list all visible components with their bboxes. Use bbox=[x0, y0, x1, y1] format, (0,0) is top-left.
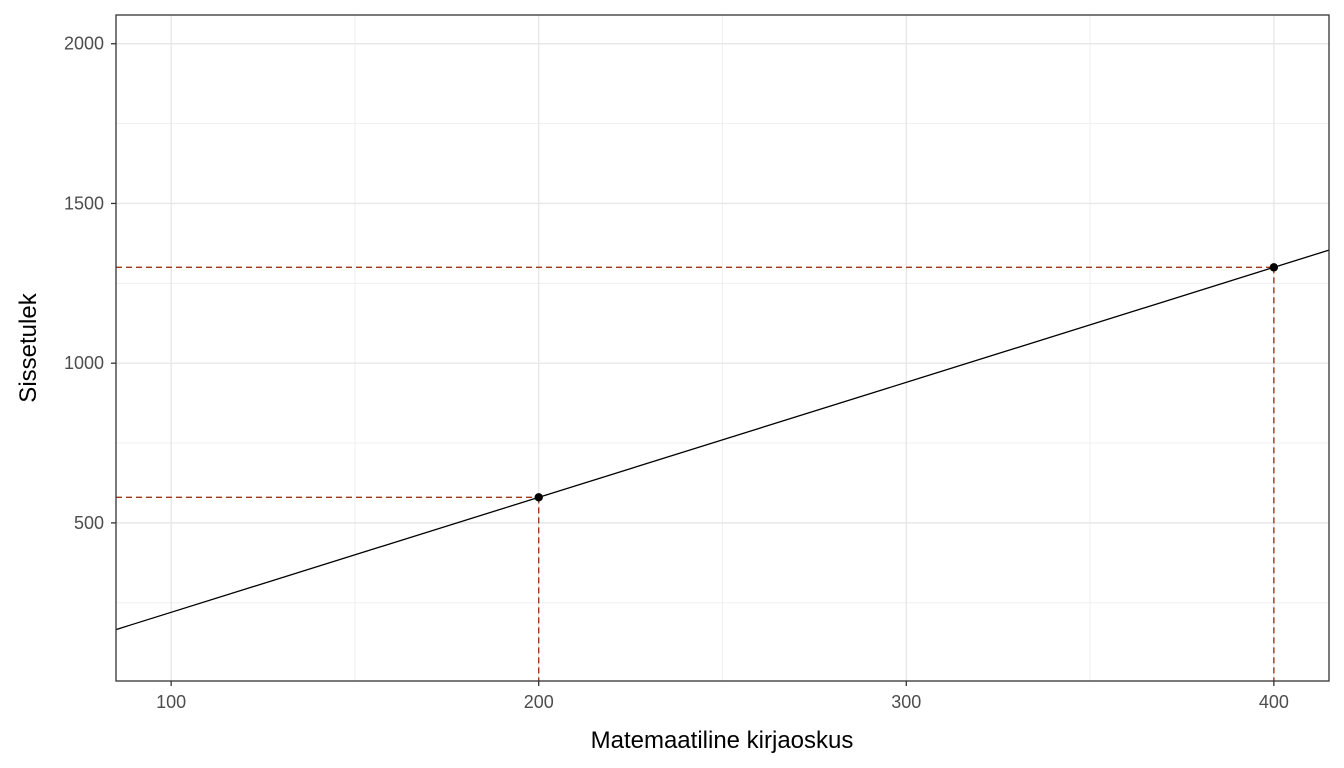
x-tick-label: 100 bbox=[156, 692, 186, 712]
y-tick-label: 500 bbox=[74, 513, 104, 533]
y-axis: 500 1000 1500 2000 bbox=[64, 34, 116, 533]
guide-lines bbox=[116, 266, 1275, 681]
x-tick-label: 300 bbox=[891, 692, 921, 712]
series bbox=[115, 249, 1330, 631]
regression-line bbox=[115, 249, 1330, 631]
x-axis: 100 200 300 400 bbox=[156, 681, 1289, 712]
plot-panel-border bbox=[115, 14, 1330, 682]
y-tick-label: 1000 bbox=[64, 353, 104, 373]
x-tick-label: 400 bbox=[1259, 692, 1289, 712]
x-axis-title: Matemaatiline kirjaoskus bbox=[591, 727, 854, 754]
y-tick-label: 2000 bbox=[64, 34, 104, 54]
data-point bbox=[534, 493, 543, 502]
x-tick-label: 200 bbox=[524, 692, 554, 712]
y-axis-title: Sissetulek bbox=[15, 292, 42, 402]
y-tick-label: 1500 bbox=[64, 193, 104, 213]
data-point bbox=[1269, 263, 1279, 272]
data-points bbox=[534, 263, 1279, 502]
grid-minor bbox=[116, 15, 1329, 681]
